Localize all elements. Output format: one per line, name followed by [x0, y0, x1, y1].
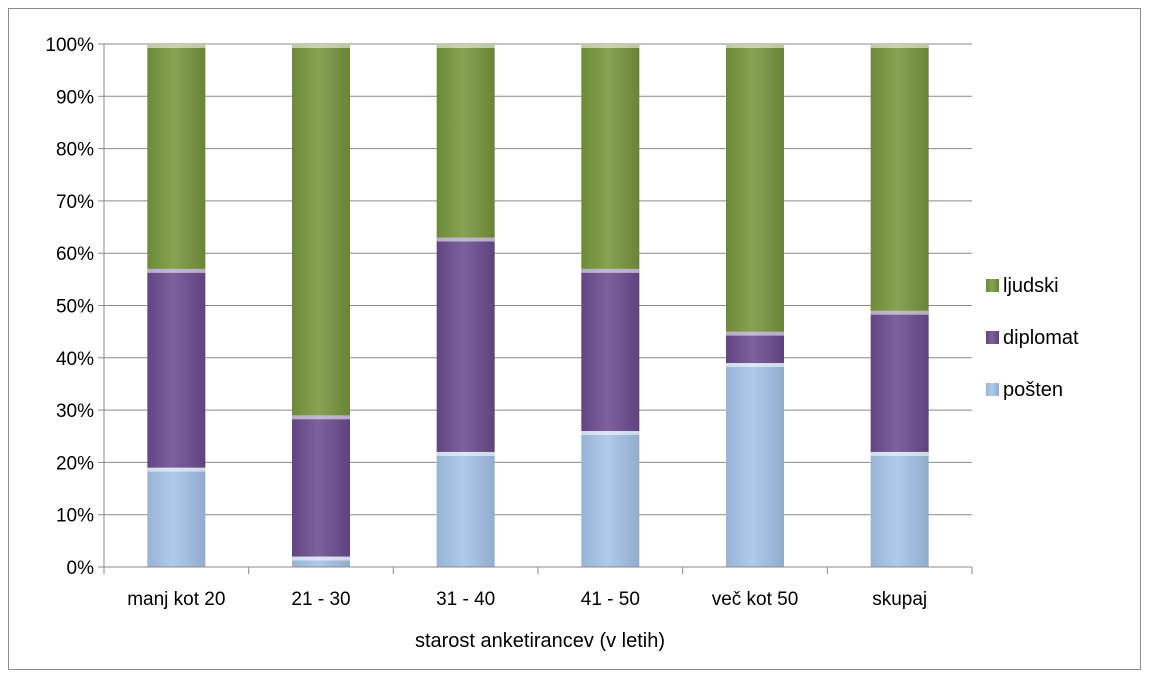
bar-highlight: [147, 44, 206, 48]
bar-diplomat-3: [581, 268, 640, 432]
bar-highlight: [581, 268, 640, 273]
y-tick-label: 40%: [56, 349, 94, 370]
bar-highlight: [870, 451, 929, 456]
bar-diplomat-1: [292, 415, 350, 557]
bar-highlight: [292, 415, 350, 420]
bar-diplomat-4: [726, 331, 784, 364]
bar-highlight: [292, 44, 350, 48]
bar-highlight: [292, 556, 350, 561]
bar-pošten-2: [436, 451, 495, 567]
legend-swatch-ljudski: [986, 279, 999, 292]
axes: 0% 10% 20% 30% 40% 50% 60% 70% 80% 90% 100% manj ko…: [45, 35, 973, 610]
bar-highlight: [870, 44, 929, 48]
y-tick-label: 100%: [45, 35, 94, 56]
x-axis-title: starost anketirancev (v letih): [415, 630, 665, 652]
x-tick-label: 21 - 30: [291, 589, 350, 610]
bar-highlight: [726, 44, 784, 48]
bar-highlight: [147, 268, 206, 273]
bar-pošten-5: [870, 451, 929, 567]
bar-diplomat-5: [870, 310, 929, 452]
bar-ljudski-4: [726, 44, 784, 332]
y-tick-label: 90%: [56, 87, 94, 108]
legend-swatch-diplomat: [986, 331, 999, 344]
bar-highlight: [147, 467, 206, 472]
y-tick-label: 60%: [56, 244, 94, 265]
gridlines: [104, 43, 972, 516]
legend: ljudski diplomat pošten: [986, 275, 1079, 401]
bar-pošten-4: [726, 363, 784, 567]
y-tick-label: 50%: [56, 297, 94, 318]
bar-ljudski-2: [436, 44, 495, 238]
x-tick-label: več kot 50: [712, 589, 799, 610]
x-tick-label: 41 - 50: [581, 589, 640, 610]
y-tick-label: 20%: [56, 453, 94, 474]
bar-ljudski-5: [870, 44, 929, 311]
y-tick-label: 30%: [56, 401, 94, 422]
legend-label-diplomat: diplomat: [1003, 327, 1079, 349]
bar-highlight: [436, 44, 495, 48]
bar-pošten-0: [147, 467, 206, 567]
bars: [147, 44, 929, 567]
bar-ljudski-1: [292, 44, 350, 416]
legend-label-pošten: pošten: [1003, 379, 1063, 401]
bar-highlight: [581, 431, 640, 436]
bar-highlight: [726, 331, 784, 336]
bar-ljudski-0: [147, 44, 206, 269]
bar-highlight: [436, 451, 495, 456]
y-tick-label: 10%: [56, 506, 94, 527]
bar-ljudski-3: [581, 44, 640, 269]
y-tick-label: 0%: [67, 558, 95, 579]
x-tick-label: skupaj: [872, 589, 927, 610]
legend-swatch-pošten: [986, 383, 999, 396]
bar-pošten-1: [292, 556, 350, 567]
bar-highlight: [726, 363, 784, 368]
legend-label-ljudski: ljudski: [1003, 275, 1059, 297]
x-tick-label: manj kot 20: [127, 589, 225, 610]
bar-highlight: [870, 310, 929, 315]
bar-highlight: [581, 44, 640, 48]
x-tick-label: 31 - 40: [436, 589, 495, 610]
bar-highlight: [436, 237, 495, 242]
bar-pošten-3: [581, 431, 640, 567]
y-tick-label: 70%: [56, 192, 94, 213]
bar-diplomat-2: [436, 237, 495, 452]
bar-diplomat-0: [147, 268, 206, 468]
y-tick-label: 80%: [56, 140, 94, 161]
